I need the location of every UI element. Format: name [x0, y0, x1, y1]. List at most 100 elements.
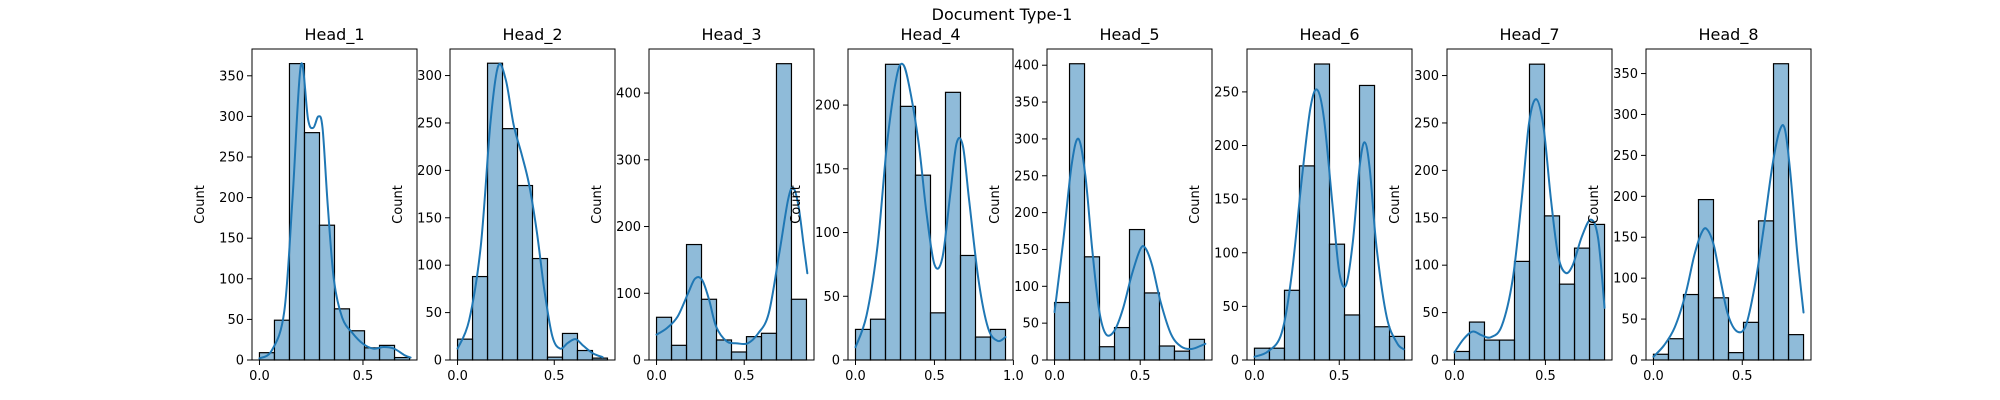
y-tick-label: 350 — [1613, 67, 1638, 82]
y-tick-label: 50 — [1621, 313, 1638, 328]
histogram-bars — [854, 63, 1007, 361]
histogram-bar — [1772, 63, 1790, 361]
histogram-bar — [1283, 289, 1301, 361]
y-tick-label: 250 — [1414, 116, 1439, 131]
histogram-bar — [745, 336, 763, 361]
histogram-bar — [944, 91, 962, 361]
y-tick-label: 100 — [417, 259, 442, 274]
y-tick-label: 100 — [1414, 259, 1439, 274]
y-tick-label: 0 — [434, 354, 442, 369]
y-tick-label: 200 — [417, 164, 442, 179]
histogram-bar — [1158, 345, 1176, 361]
y-tick-label: 300 — [219, 110, 244, 125]
histogram-bar — [989, 328, 1007, 361]
x-tick-label: 0.5 — [544, 369, 565, 384]
subplot-6: 0.0 0.5 0 50 100 150 200 250 Count Head_6 — [1188, 25, 1413, 384]
axes-frame — [449, 48, 616, 361]
y-tick-label: 150 — [219, 232, 244, 247]
histogram-bar — [1513, 260, 1531, 361]
x-tick-label: 0.0 — [1444, 369, 1465, 384]
histogram-bar — [655, 316, 673, 361]
y-tick-label: 350 — [219, 69, 244, 84]
y-tick-label: 50 — [1422, 306, 1439, 321]
y-tick-label: 150 — [1414, 211, 1439, 226]
histogram-bar — [1373, 326, 1391, 361]
y-tick-label: 250 — [417, 116, 442, 131]
subplot-grid: 0.0 0.5050100150200250300350CountHead_10.… — [193, 25, 1812, 384]
x-tick-label: 0.0 — [1643, 369, 1664, 384]
y-tick-label: 200 — [1613, 190, 1638, 205]
kde-curve — [655, 186, 809, 346]
histogram-bar — [1498, 339, 1516, 361]
histogram-bar — [531, 257, 549, 361]
y-tick-label: 400 — [616, 87, 641, 102]
x-tick-label: 0.5 — [1329, 369, 1350, 384]
axes-frame — [847, 48, 1014, 361]
y-tick-label: 350 — [1014, 96, 1039, 111]
axes-frame — [648, 48, 815, 361]
histogram-bar — [1298, 165, 1316, 361]
histogram-bar — [1343, 314, 1361, 361]
histogram-bar — [1573, 247, 1591, 361]
y-axis-label: Count — [789, 185, 804, 224]
kde-curve — [456, 62, 604, 359]
histogram-bar — [1682, 293, 1700, 361]
y-tick-label: 0 — [236, 354, 244, 369]
y-tick-label: 150 — [1214, 193, 1239, 208]
y-tick-label: 300 — [1613, 108, 1638, 123]
y-tick-label: 300 — [1014, 132, 1039, 147]
y-tick-label: 0 — [633, 354, 641, 369]
kde-curve — [1253, 88, 1405, 358]
y-tick-label: 0 — [1431, 354, 1439, 369]
histogram-bar — [1113, 326, 1131, 361]
y-axis-label: Count — [391, 185, 406, 224]
y-tick-label: 250 — [1613, 149, 1638, 164]
histogram-bar — [974, 336, 992, 361]
subplot-title: Head_6 — [1299, 25, 1359, 45]
histogram-bar — [1358, 84, 1376, 361]
histogram-bar — [1098, 346, 1116, 361]
histogram-bar — [318, 224, 336, 361]
y-tick-label: 100 — [1214, 246, 1239, 261]
y-tick-label: 50 — [425, 306, 442, 321]
histogram-bar — [1558, 283, 1576, 361]
histogram-bar — [730, 351, 748, 361]
y-tick-label: 50 — [823, 290, 840, 305]
y-axis-label: Count — [1388, 185, 1403, 224]
subplot-1: 0.0 0.5 0 50 100 150 200 250 300 350 Count Head_1 — [193, 25, 418, 384]
y-axis-label: Count — [193, 185, 208, 224]
histogram-bars — [1652, 63, 1805, 361]
y-tick-label: 200 — [1414, 164, 1439, 179]
histogram-bar — [899, 105, 917, 361]
histogram-bars — [1453, 63, 1606, 361]
histogram-bar — [884, 63, 902, 361]
y-tick-label: 100 — [1014, 280, 1039, 295]
y-tick-label: 0 — [1630, 354, 1638, 369]
y-tick-label: 200 — [616, 220, 641, 235]
subplot-title: Head_8 — [1698, 25, 1758, 45]
histogram-bar — [869, 318, 887, 361]
histogram-bar — [1468, 321, 1486, 361]
kde-curve — [258, 62, 412, 360]
y-tick-label: 300 — [1414, 69, 1439, 84]
histogram-bar — [959, 254, 977, 361]
histogram-bar — [1543, 215, 1561, 361]
y-tick-label: 100 — [219, 272, 244, 287]
histogram-bars — [1053, 63, 1206, 361]
subplot-7: 0.0 0.5 0 50 100 150 200 250 300 Count Head_7 — [1388, 25, 1613, 384]
y-tick-label: 150 — [815, 162, 840, 177]
histogram-bar — [1083, 256, 1101, 361]
subplot-3: 0.0 0.5 0 100 200 300 400 Count Head_3 — [590, 25, 815, 384]
y-tick-label: 400 — [1014, 59, 1039, 74]
subplot-5: 0.0 0.5 0 50 100 150 200 250 300 350 400 Count Head_… — [988, 25, 1213, 384]
x-tick-label: 0.0 — [249, 369, 270, 384]
histogram-bar — [1667, 338, 1685, 361]
kde-curve — [1053, 137, 1207, 351]
axes-frame — [1246, 48, 1413, 361]
y-tick-label: 150 — [417, 211, 442, 226]
axes-frame — [1046, 48, 1213, 361]
subplot-8: 0.0 0.5 0 50 100 150 200 250 300 350 Count Head_8 — [1587, 25, 1812, 384]
histogram-bar — [1453, 350, 1471, 361]
histogram-bar — [303, 132, 321, 361]
